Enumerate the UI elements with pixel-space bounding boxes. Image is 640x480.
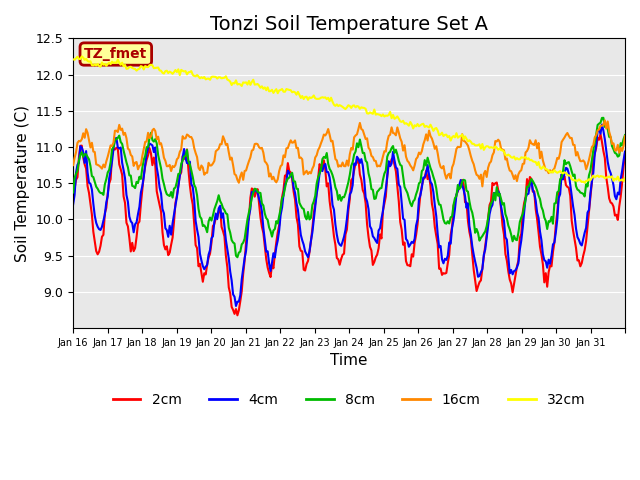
Y-axis label: Soil Temperature (C): Soil Temperature (C)	[15, 105, 30, 262]
Title: Tonzi Soil Temperature Set A: Tonzi Soil Temperature Set A	[210, 15, 488, 34]
X-axis label: Time: Time	[330, 353, 368, 368]
Text: TZ_fmet: TZ_fmet	[84, 47, 147, 61]
Legend: 2cm, 4cm, 8cm, 16cm, 32cm: 2cm, 4cm, 8cm, 16cm, 32cm	[107, 387, 591, 412]
